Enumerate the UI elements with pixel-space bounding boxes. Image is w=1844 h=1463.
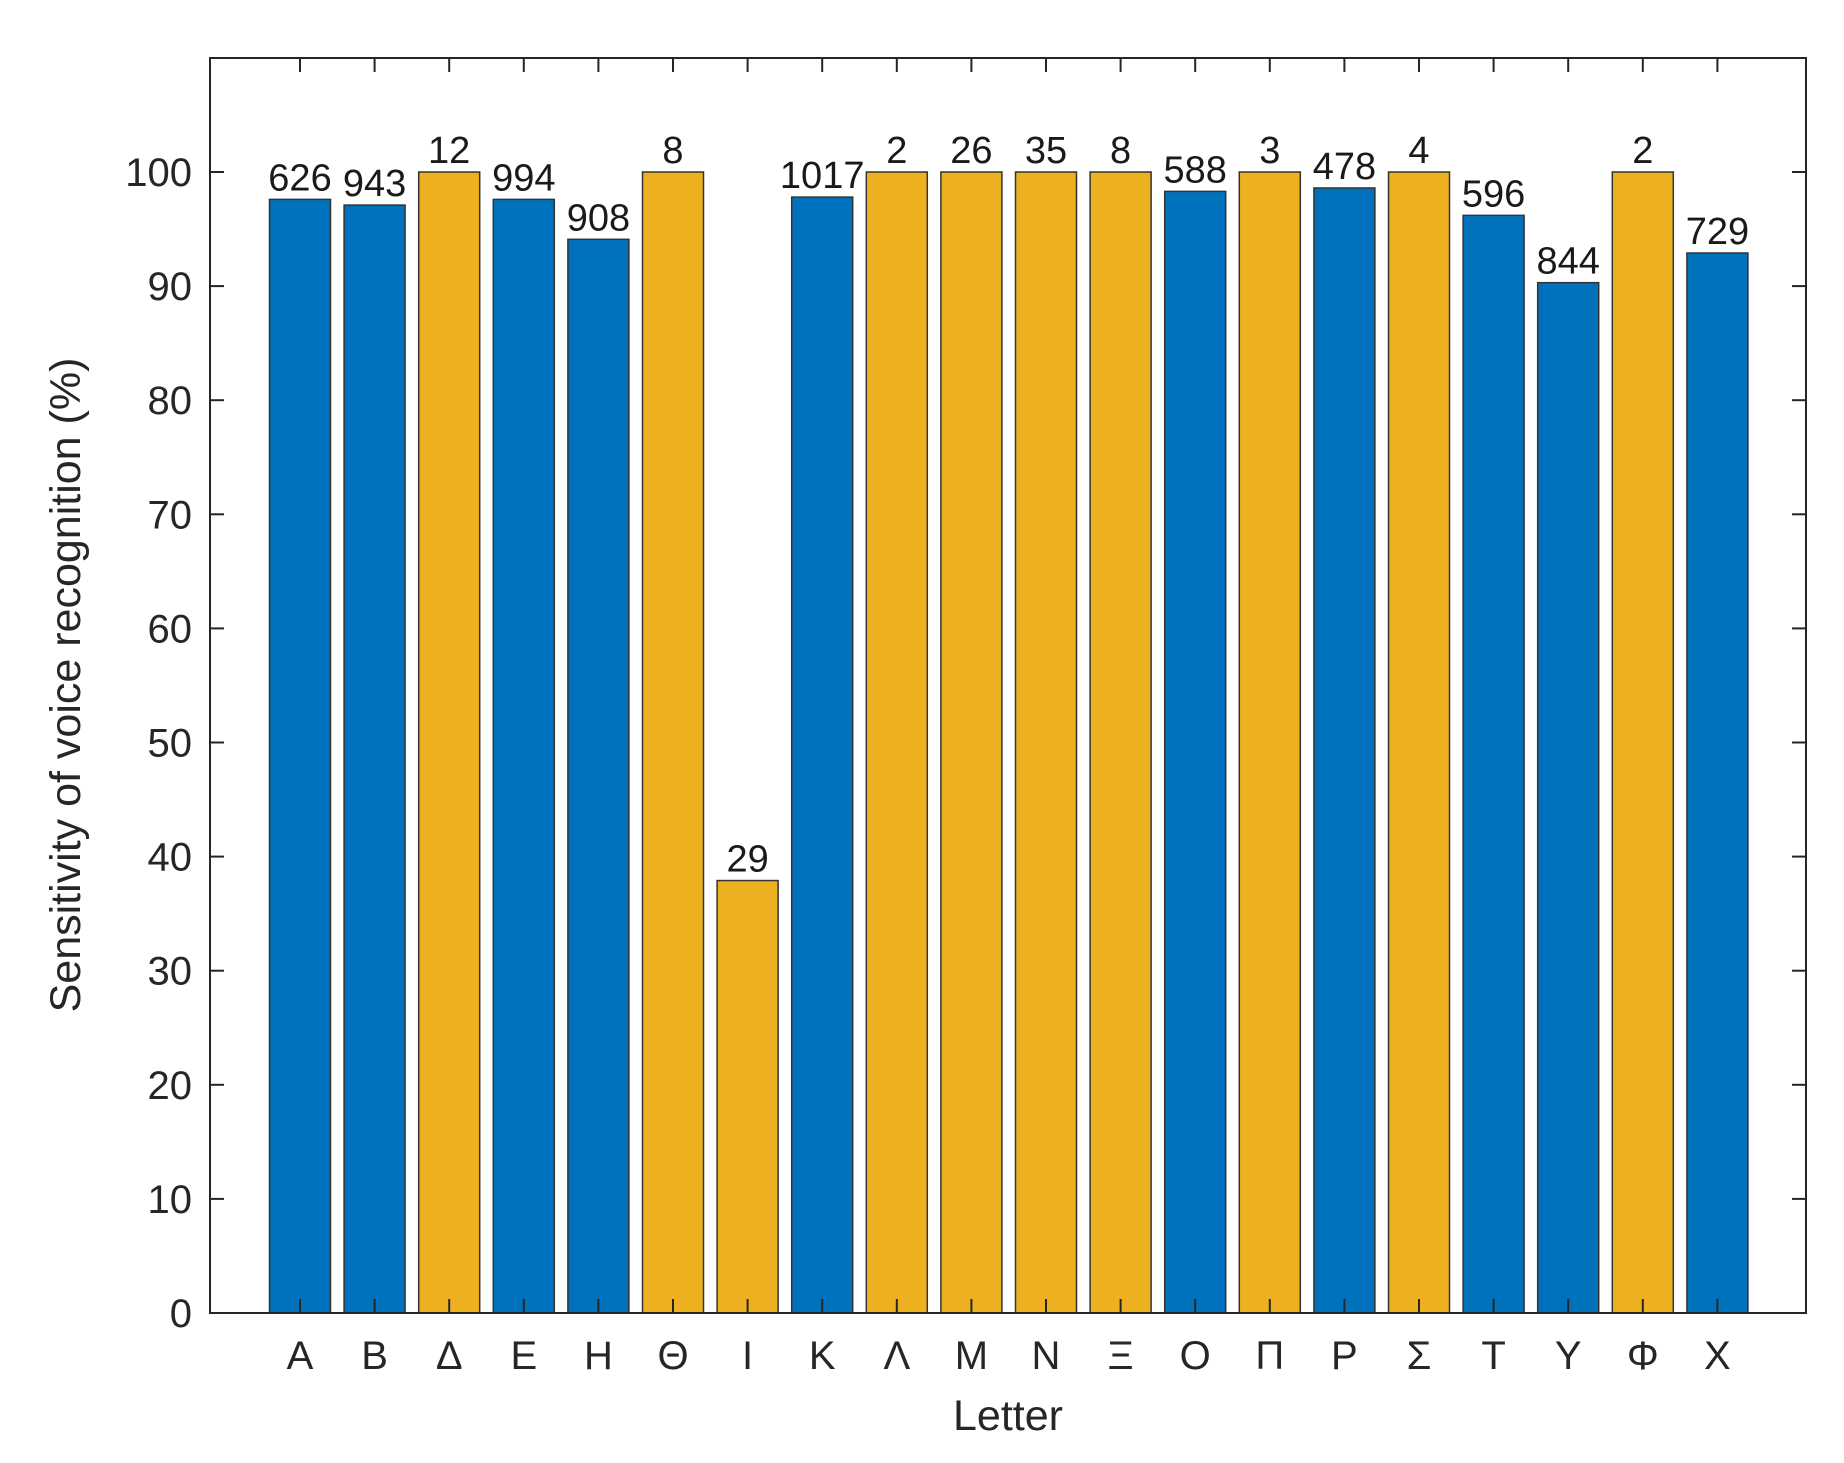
x-tick-label-Ι: Ι bbox=[742, 1334, 753, 1378]
data-label-Λ: 2 bbox=[886, 130, 907, 172]
x-tick-label-Δ: Δ bbox=[436, 1334, 463, 1378]
y-axis-title: Sensitivity of voice recognition (%) bbox=[42, 358, 90, 1013]
bar-Ι bbox=[716, 879, 779, 1314]
bar-Ξ bbox=[1089, 171, 1152, 1314]
y-tick-label: 50 bbox=[148, 722, 193, 766]
bar-Η bbox=[567, 238, 630, 1314]
x-tick-label-Μ: Μ bbox=[955, 1334, 988, 1378]
x-tick-label-Σ: Σ bbox=[1407, 1334, 1432, 1378]
data-label-Σ: 4 bbox=[1408, 130, 1429, 172]
bar-Π bbox=[1238, 171, 1302, 1314]
data-label-Ο: 588 bbox=[1163, 149, 1226, 191]
x-tick-label-Π: Π bbox=[1255, 1334, 1284, 1378]
x-tick-label-Λ: Λ bbox=[883, 1334, 910, 1378]
bar-Κ bbox=[790, 196, 854, 1314]
data-label-Χ: 729 bbox=[1686, 211, 1749, 253]
x-tick-label-Κ: Κ bbox=[809, 1334, 836, 1378]
data-label-Η: 908 bbox=[567, 197, 630, 239]
bar-Α bbox=[268, 198, 332, 1314]
bar-Θ bbox=[641, 171, 705, 1314]
x-tick-label-Θ: Θ bbox=[657, 1334, 688, 1378]
bar-Λ bbox=[865, 171, 929, 1314]
x-tick-label-Φ: Φ bbox=[1627, 1334, 1659, 1378]
x-tick-label-Υ: Υ bbox=[1555, 1334, 1582, 1378]
x-tick-label-Τ: Τ bbox=[1481, 1334, 1505, 1378]
x-tick-label-Ρ: Ρ bbox=[1331, 1334, 1358, 1378]
y-tick-label: 0 bbox=[170, 1292, 192, 1336]
data-label-Φ: 2 bbox=[1632, 130, 1653, 172]
x-tick-label-Α: Α bbox=[287, 1334, 314, 1378]
y-tick-label: 90 bbox=[148, 265, 193, 309]
y-tick-label: 80 bbox=[148, 379, 193, 423]
data-label-Θ: 8 bbox=[662, 130, 683, 172]
x-tick-label-Β: Β bbox=[361, 1334, 388, 1378]
data-label-Α: 626 bbox=[268, 157, 331, 199]
data-label-Ι: 29 bbox=[726, 839, 768, 881]
x-tick-label-Η: Η bbox=[584, 1334, 613, 1378]
bar-Χ bbox=[1686, 252, 1749, 1314]
data-label-Ρ: 478 bbox=[1313, 146, 1376, 188]
bar-Ρ bbox=[1313, 187, 1376, 1314]
x-axis-title: Letter bbox=[953, 1392, 1063, 1440]
data-label-Ε: 994 bbox=[492, 157, 555, 199]
y-tick-label: 60 bbox=[148, 607, 193, 651]
x-tick-label-Χ: Χ bbox=[1704, 1334, 1731, 1378]
bar-Ο bbox=[1163, 190, 1227, 1314]
data-label-Ν: 35 bbox=[1025, 130, 1067, 172]
x-tick-label-Ε: Ε bbox=[510, 1334, 537, 1378]
x-tick-label-Ξ: Ξ bbox=[1108, 1334, 1134, 1378]
bar-Φ bbox=[1611, 171, 1675, 1314]
bar-Δ bbox=[417, 171, 481, 1314]
data-label-Ξ: 8 bbox=[1110, 130, 1131, 172]
data-label-Τ: 596 bbox=[1462, 173, 1525, 215]
plot-frame bbox=[209, 57, 1807, 1314]
bar-Ε bbox=[492, 198, 556, 1314]
data-label-Π: 3 bbox=[1259, 130, 1280, 172]
data-label-Δ: 12 bbox=[428, 130, 470, 172]
x-tick-label-Ν: Ν bbox=[1032, 1334, 1061, 1378]
bar-Τ bbox=[1462, 214, 1525, 1314]
x-tick-label-Ο: Ο bbox=[1180, 1334, 1211, 1378]
data-label-Υ: 844 bbox=[1536, 241, 1599, 283]
y-tick-label: 20 bbox=[148, 1064, 193, 1108]
bar-Σ bbox=[1387, 171, 1451, 1314]
bar-Β bbox=[343, 204, 406, 1314]
data-label-Κ: 1017 bbox=[780, 155, 865, 197]
y-tick-label: 10 bbox=[148, 1178, 193, 1222]
data-label-Β: 943 bbox=[343, 163, 406, 205]
y-tick-label: 70 bbox=[148, 493, 193, 537]
data-label-Μ: 26 bbox=[950, 130, 992, 172]
bar-Υ bbox=[1536, 281, 1600, 1314]
bar-Ν bbox=[1014, 171, 1078, 1314]
y-tick-label: 40 bbox=[148, 836, 193, 880]
y-tick-label: 100 bbox=[125, 151, 192, 195]
y-tick-label: 30 bbox=[148, 950, 193, 994]
bar-Μ bbox=[940, 171, 1003, 1314]
